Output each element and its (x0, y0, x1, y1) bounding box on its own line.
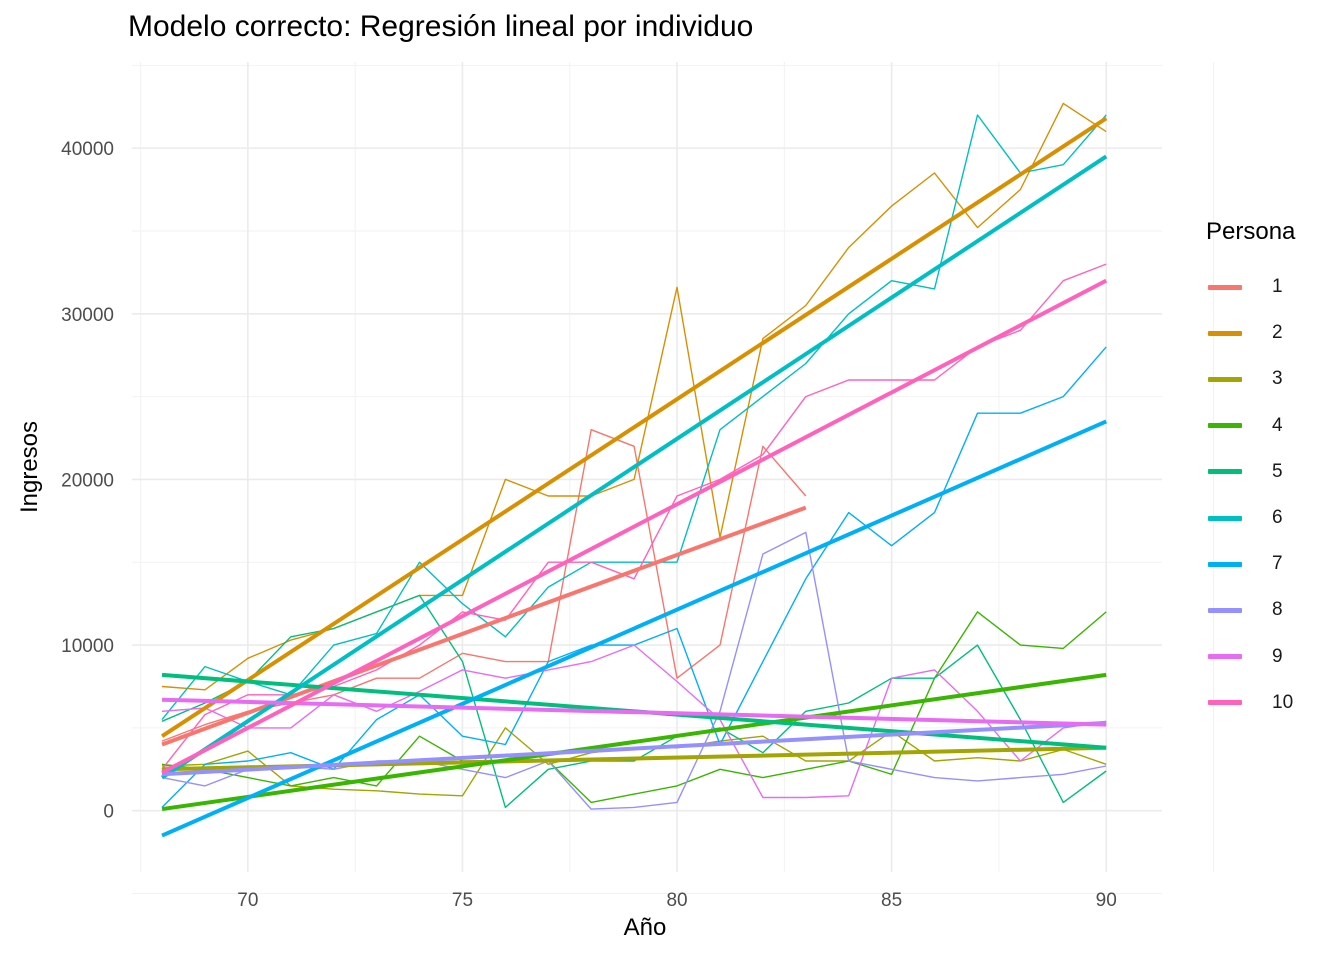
x-tick-label-1: 75 (452, 890, 473, 911)
y-tick-label-3: 30000 (61, 305, 114, 326)
y-tick-labels: 0 10000 20000 30000 40000 (61, 139, 114, 823)
series-4-line (161, 611, 1107, 804)
legend-label-5: 5 (1272, 460, 1283, 482)
series-8-fit-line (161, 720, 1107, 777)
legend-item-3: 3 (1206, 356, 1295, 402)
legend-swatch-5 (1208, 469, 1242, 475)
legend-label-8: 8 (1272, 599, 1283, 621)
legend-label-7: 7 (1272, 553, 1283, 575)
legend-item-7: 7 (1206, 541, 1295, 587)
x-axis-title: Año (623, 914, 667, 941)
legend-title: Persona (1206, 218, 1296, 245)
legend-label-4: 4 (1272, 414, 1283, 436)
series-6-fit-line (160, 154, 1108, 780)
y-tick-label-4: 40000 (61, 139, 114, 160)
legend-swatch-1 (1208, 284, 1242, 290)
y-tick-label-0: 0 (103, 802, 114, 823)
x-tick-label-2: 80 (666, 890, 687, 911)
chart-title: Modelo correcto: Regresión lineal por in… (128, 10, 754, 43)
series-6-line (161, 114, 1107, 721)
legend-item-10: 10 (1206, 680, 1295, 726)
legend-label-3: 3 (1272, 368, 1283, 390)
legend-swatch-6 (1208, 515, 1242, 521)
legend: Persona 1 2 3 4 5 6 7 8 9 10 (1206, 218, 1295, 726)
legend-item-9: 9 (1206, 634, 1295, 680)
legend-label-2: 2 (1272, 322, 1283, 344)
x-tick-label-3: 85 (881, 890, 902, 911)
legend-item-5: 5 (1206, 449, 1295, 495)
legend-item-8: 8 (1206, 587, 1295, 633)
legend-label-9: 9 (1272, 645, 1283, 667)
legend-swatch-3 (1208, 376, 1242, 382)
x-tick-label-0: 70 (237, 890, 258, 911)
series-9-fit-line (161, 697, 1107, 727)
legend-label-1: 1 (1272, 276, 1283, 298)
fit-series-lines (160, 116, 1108, 838)
legend-swatch-9 (1208, 654, 1242, 660)
y-tick-label-2: 20000 (61, 470, 114, 491)
legend-item-4: 4 (1206, 403, 1295, 449)
legend-swatch-7 (1208, 561, 1242, 567)
legend-item-2: 2 (1206, 310, 1295, 356)
legend-label-6: 6 (1272, 507, 1283, 529)
series-10-fit-line (161, 278, 1108, 775)
legend-items: 1 2 3 4 5 6 7 8 9 10 (1206, 264, 1295, 726)
series-2-fit-line (160, 116, 1108, 738)
legend-swatch-10 (1208, 700, 1242, 706)
legend-label-10: 10 (1272, 691, 1294, 713)
legend-item-6: 6 (1206, 495, 1295, 541)
x-tick-label-4: 90 (1096, 890, 1117, 911)
series-7-fit-line (161, 419, 1108, 838)
series-4-fit-line (161, 672, 1107, 812)
y-axis-title: Ingresos (16, 420, 43, 514)
x-tick-labels: 70 75 80 85 90 (237, 890, 1116, 911)
legend-swatch-2 (1208, 330, 1242, 336)
legend-swatch-8 (1208, 607, 1242, 613)
y-tick-label-1: 10000 (61, 636, 114, 657)
legend-swatch-4 (1208, 423, 1242, 429)
legend-item-1: 1 (1206, 264, 1295, 310)
